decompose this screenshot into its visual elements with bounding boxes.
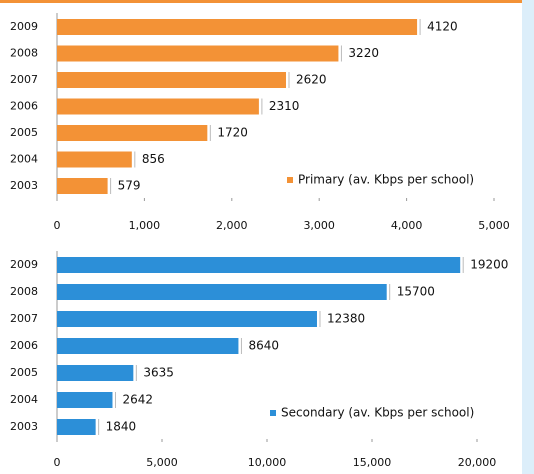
y-tick-label: 2005: [10, 366, 38, 379]
y-tick-label: 2008: [10, 47, 38, 60]
y-tick-label: 2006: [10, 339, 38, 352]
legend-label: Secondary (av. Kbps per school): [281, 406, 474, 420]
data-label: 15700: [397, 285, 435, 299]
x-tick-label: 2,000: [216, 219, 248, 232]
data-label: 19200: [470, 258, 508, 272]
data-label: 2642: [122, 393, 153, 407]
y-tick-label: 2003: [10, 420, 38, 433]
bar: [57, 151, 132, 168]
data-label: 1840: [106, 420, 137, 434]
bar: [57, 125, 208, 141]
y-tick-label: 2009: [10, 258, 38, 271]
x-tick-label: 15,000: [353, 456, 392, 469]
data-label: 12380: [327, 312, 365, 326]
bar: [57, 178, 108, 194]
bar: [57, 72, 286, 88]
data-label: 579: [118, 179, 141, 193]
x-tick-label: 0: [54, 219, 61, 232]
y-tick-label: 2004: [10, 153, 38, 166]
legend-label: Primary (av. Kbps per school): [298, 173, 474, 187]
data-label: 4120: [427, 20, 458, 34]
y-tick-label: 2007: [10, 312, 38, 325]
data-label: 1720: [217, 126, 248, 140]
y-tick-label: 2008: [10, 285, 38, 298]
bar: [57, 392, 113, 408]
data-label: 856: [142, 152, 165, 166]
data-label: 2310: [269, 99, 300, 113]
x-tick-label: 5,000: [146, 456, 178, 469]
data-label: 8640: [248, 339, 279, 353]
y-tick-label: 2009: [10, 20, 38, 33]
bar: [57, 284, 387, 300]
top-rule: [0, 0, 522, 3]
bar: [57, 311, 317, 327]
x-tick-label: 20,000: [458, 456, 497, 469]
bar: [57, 19, 418, 35]
y-tick-label: 2003: [10, 179, 38, 192]
x-tick-label: 3,000: [303, 219, 335, 232]
bar: [57, 257, 461, 273]
y-tick-label: 2004: [10, 393, 38, 406]
data-label: 3635: [143, 366, 174, 380]
x-tick-label: 5,000: [478, 219, 510, 232]
bar: [57, 338, 239, 354]
bar: [57, 365, 134, 381]
y-tick-label: 2005: [10, 126, 38, 139]
x-tick-label: 0: [54, 456, 61, 469]
bar: [57, 45, 339, 62]
bar: [57, 419, 96, 435]
data-label: 2620: [296, 73, 327, 87]
y-tick-label: 2006: [10, 100, 38, 113]
bar: [57, 98, 259, 115]
y-tick-label: 2007: [10, 73, 38, 86]
x-tick-label: 1,000: [129, 219, 161, 232]
legend-swatch: [287, 177, 293, 183]
x-tick-label: 4,000: [391, 219, 423, 232]
legend-swatch: [270, 410, 276, 416]
x-tick-label: 10,000: [248, 456, 287, 469]
data-label: 3220: [348, 46, 379, 60]
